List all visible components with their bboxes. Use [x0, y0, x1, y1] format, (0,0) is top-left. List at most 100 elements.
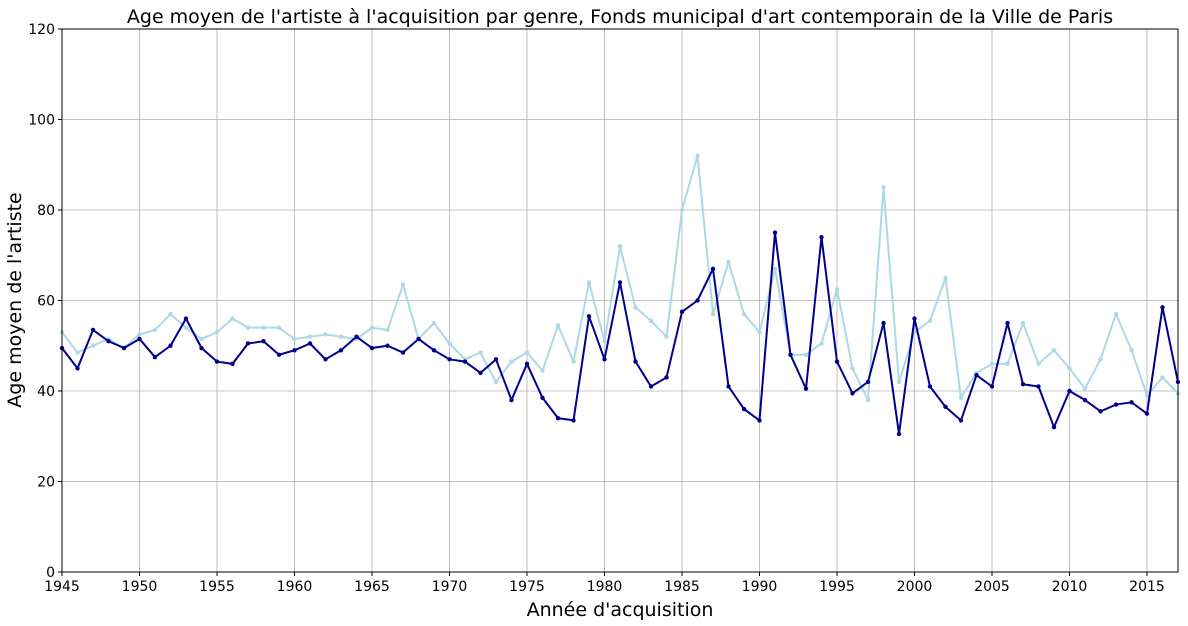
data-point	[183, 325, 189, 330]
data-point	[834, 286, 840, 292]
data-point	[679, 309, 685, 315]
data-point	[152, 354, 158, 360]
data-point	[509, 397, 514, 403]
data-point	[803, 352, 809, 357]
data-point	[695, 298, 700, 303]
data-point	[121, 345, 127, 351]
data-point	[261, 339, 266, 344]
data-point	[1129, 400, 1134, 405]
y-axis-label: Age moyen de l'artiste	[4, 192, 26, 407]
data-point	[1005, 320, 1010, 326]
data-point	[1005, 361, 1010, 367]
data-point	[989, 361, 995, 367]
data-point	[772, 230, 778, 235]
data-point	[354, 334, 359, 339]
data-point	[788, 352, 793, 357]
data-point	[741, 406, 747, 412]
data-point	[137, 332, 142, 337]
data-point	[1098, 357, 1103, 362]
data-point	[478, 350, 483, 355]
data-point	[276, 352, 282, 357]
data-point	[152, 327, 158, 333]
x-axis-label: Année d'acquisition	[527, 599, 714, 621]
data-point	[137, 336, 142, 342]
chart-title: Age moyen de l'artiste à l'acquisition p…	[127, 6, 1113, 28]
data-point	[385, 343, 390, 348]
data-point	[276, 325, 282, 330]
data-point	[617, 280, 623, 285]
data-point	[958, 395, 964, 400]
data-point	[1051, 348, 1057, 353]
x-tick-label: 2005	[974, 579, 1010, 595]
y-tick-label: 120	[28, 22, 55, 38]
data-point	[865, 397, 871, 403]
data-point	[896, 379, 902, 385]
data-point	[912, 316, 917, 321]
data-point	[493, 379, 499, 385]
series-1	[59, 153, 1181, 403]
x-tick-label: 1980	[587, 579, 623, 595]
data-point	[555, 415, 561, 421]
data-point	[338, 348, 344, 353]
data-point	[230, 316, 235, 321]
y-tick-label: 80	[37, 203, 55, 219]
data-point	[245, 325, 251, 330]
data-point	[369, 325, 375, 330]
data-point	[230, 361, 235, 367]
data-point	[1113, 311, 1119, 317]
x-tick-label: 2015	[1129, 579, 1165, 595]
tick-labels: 1945 1950 1955 1960 1965 1970 1975 1980 1985 1990…	[28, 22, 1165, 595]
data-point	[261, 325, 266, 330]
data-point	[1160, 305, 1165, 310]
data-point	[1144, 411, 1150, 416]
data-point	[586, 314, 592, 319]
y-tick-label: 60	[37, 294, 55, 310]
data-point	[199, 345, 204, 351]
data-point	[943, 404, 948, 410]
data-point	[881, 320, 886, 326]
data-point	[819, 234, 824, 240]
grid	[62, 29, 1178, 572]
data-point	[1082, 386, 1088, 391]
x-tick-label: 1960	[277, 579, 313, 595]
series-layer	[59, 153, 1181, 437]
data-point	[416, 336, 421, 342]
data-point	[927, 384, 933, 389]
y-tick-label: 0	[46, 565, 55, 581]
x-tick-label: 1965	[354, 579, 390, 595]
series-line	[61, 231, 1179, 435]
data-point	[1036, 384, 1041, 389]
data-point	[633, 359, 638, 364]
data-point	[927, 318, 933, 324]
data-point	[1036, 361, 1041, 367]
data-point	[726, 384, 731, 389]
data-point	[710, 266, 716, 272]
data-point	[199, 336, 204, 342]
data-point	[307, 341, 313, 346]
data-point	[648, 318, 654, 324]
data-point	[834, 359, 840, 364]
data-point	[1067, 366, 1072, 371]
data-point	[493, 357, 499, 362]
data-point	[1160, 375, 1165, 380]
data-point	[1020, 320, 1026, 326]
data-point	[447, 341, 452, 346]
data-point	[757, 418, 762, 423]
data-point	[338, 334, 344, 339]
data-point	[602, 357, 607, 362]
data-point	[400, 350, 406, 355]
data-point	[989, 384, 995, 389]
data-point	[1098, 409, 1103, 414]
y-tick-label: 40	[37, 384, 55, 400]
data-point	[1020, 382, 1026, 387]
data-point	[524, 361, 530, 367]
data-point	[617, 244, 623, 249]
data-point	[323, 357, 328, 362]
data-point	[90, 327, 96, 333]
x-tick-label: 1985	[664, 579, 700, 595]
data-point	[214, 329, 220, 335]
data-point	[726, 259, 731, 265]
data-point	[1051, 425, 1057, 430]
data-point	[168, 311, 173, 317]
